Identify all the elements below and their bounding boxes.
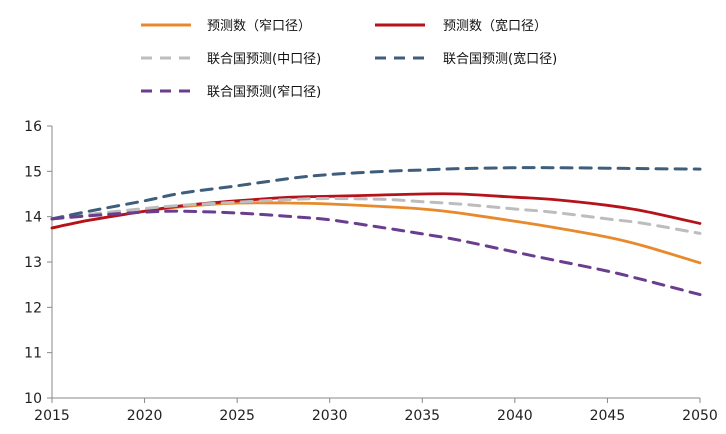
y-tick-label: 16	[24, 119, 42, 135]
x-tick-label: 2045	[590, 408, 626, 424]
x-tick-label: 2050	[682, 408, 718, 424]
y-tick-label: 11	[24, 346, 42, 362]
series-line-2	[50, 192, 702, 230]
legend-label: 联合国预测(宽口径)	[443, 51, 557, 67]
x-tick-label: 2035	[404, 408, 440, 424]
x-tick-label: 2030	[312, 408, 348, 424]
y-tick-label: 13	[24, 255, 42, 271]
legend-label: 联合国预测(中口径)	[207, 52, 321, 67]
y-tick-label: 12	[24, 300, 42, 316]
legend-label: 联合国预测(窄口径)	[207, 84, 321, 100]
axes: 10 11 12 13 14 15 16 2015 2020 2025 2030 2035 2040 20…	[24, 119, 718, 424]
y-tick-label: 14	[24, 210, 42, 226]
x-tick-label: 2025	[219, 408, 255, 424]
y-tick-label: 15	[24, 164, 42, 180]
series-group	[50, 166, 702, 297]
series-line-3	[50, 197, 702, 235]
legend-label: 预测数（窄口径）	[207, 18, 311, 34]
y-tick-label: 10	[24, 391, 42, 407]
x-tick-label: 2015	[34, 408, 70, 424]
legend-label: 预测数（宽口径）	[443, 18, 547, 34]
x-tick-label: 2020	[127, 408, 163, 424]
x-tick-label: 2040	[497, 408, 533, 424]
legend: 预测数（窄口径） 预测数（宽口径） 联合国预测(中口径) 联合国预测(宽口径) 联合国预…	[141, 18, 557, 100]
series-line-4	[50, 166, 702, 221]
series-line-5	[50, 209, 702, 297]
